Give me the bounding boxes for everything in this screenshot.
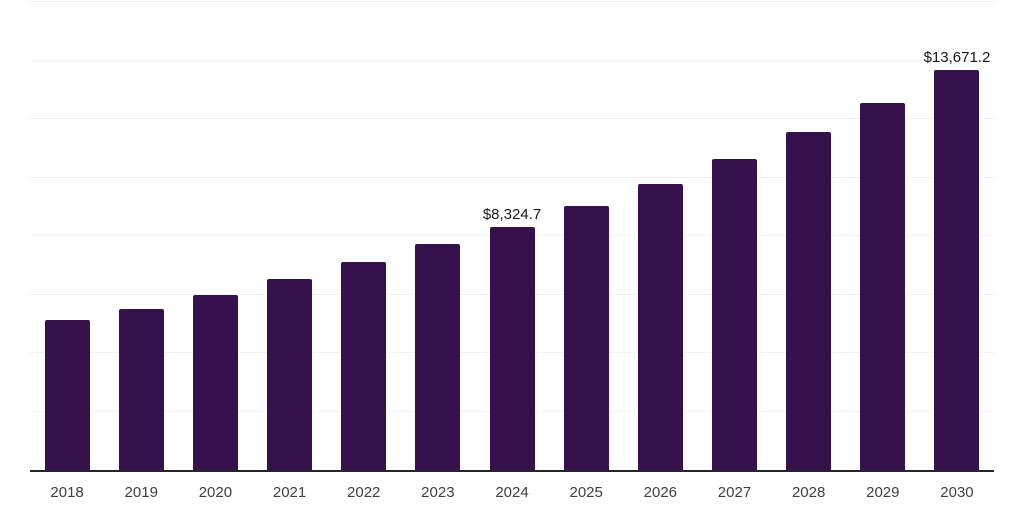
x-axis-tick-labels: 2018 2019 2020 2021 2022 2023 2024 2025 2026 2027…	[30, 484, 994, 502]
x-tick-label-2027: 2027	[717, 484, 752, 501]
bar-2019	[118, 309, 164, 470]
gridline-12000	[30, 118, 994, 119]
x-tick-label-2029: 2029	[866, 484, 900, 501]
bar-series: $8,324.7 $13,671.2	[30, 2, 994, 470]
bar-column-2025	[549, 2, 623, 470]
bar-column-2030: $13,671.2	[920, 2, 994, 470]
bar-2023	[415, 244, 461, 470]
gridline-14000	[30, 59, 994, 61]
x-tick-label-2023: 2023	[421, 484, 455, 501]
bar-2024	[489, 226, 535, 470]
bar-column-2026	[623, 2, 697, 470]
bar-column-2027	[697, 2, 771, 470]
bar-2022	[341, 262, 387, 470]
x-tick-label-2022: 2022	[347, 484, 381, 501]
x-tick-label-2019: 2019	[124, 484, 158, 501]
bar-2029	[860, 102, 906, 470]
bar-value-label-2024: $8,324.7	[482, 205, 542, 223]
x-tick-label-2030: 2030	[940, 484, 974, 501]
bar-column-2020	[178, 2, 252, 470]
bar-column-2024: $8,324.7	[475, 2, 549, 470]
bar-column-2019	[104, 2, 178, 470]
x-tick-label-2021: 2021	[272, 484, 307, 501]
bar-2030	[934, 70, 980, 470]
bar-column-2029	[846, 2, 920, 470]
bar-column-2028	[772, 2, 846, 470]
bar-2027	[711, 158, 757, 470]
bar-2021	[267, 279, 313, 470]
bar-column-2021	[252, 2, 326, 470]
gridline-16000	[30, 1, 994, 2]
bar-2028	[786, 131, 832, 470]
gridline-10000	[30, 176, 994, 178]
bar-column-2018	[30, 2, 104, 470]
x-tick-label-2025: 2025	[569, 484, 603, 501]
x-tick-label-2018: 2018	[50, 484, 84, 501]
x-tick-label-2028: 2028	[791, 484, 826, 501]
x-tick-label-2026: 2026	[643, 484, 678, 501]
plot-area: $8,324.7 $13,671.2	[30, 1, 994, 472]
bar-2026	[637, 183, 683, 470]
bar-value-label-2030: $13,671.2	[923, 49, 991, 67]
bar-2018	[44, 320, 90, 470]
x-tick-label-2020: 2020	[198, 484, 233, 501]
bar-column-2022	[327, 2, 401, 470]
bar-column-2023	[401, 2, 475, 470]
bar-2025	[563, 205, 609, 470]
bar-2020	[192, 294, 238, 470]
x-tick-label-2024: 2024	[495, 484, 529, 501]
